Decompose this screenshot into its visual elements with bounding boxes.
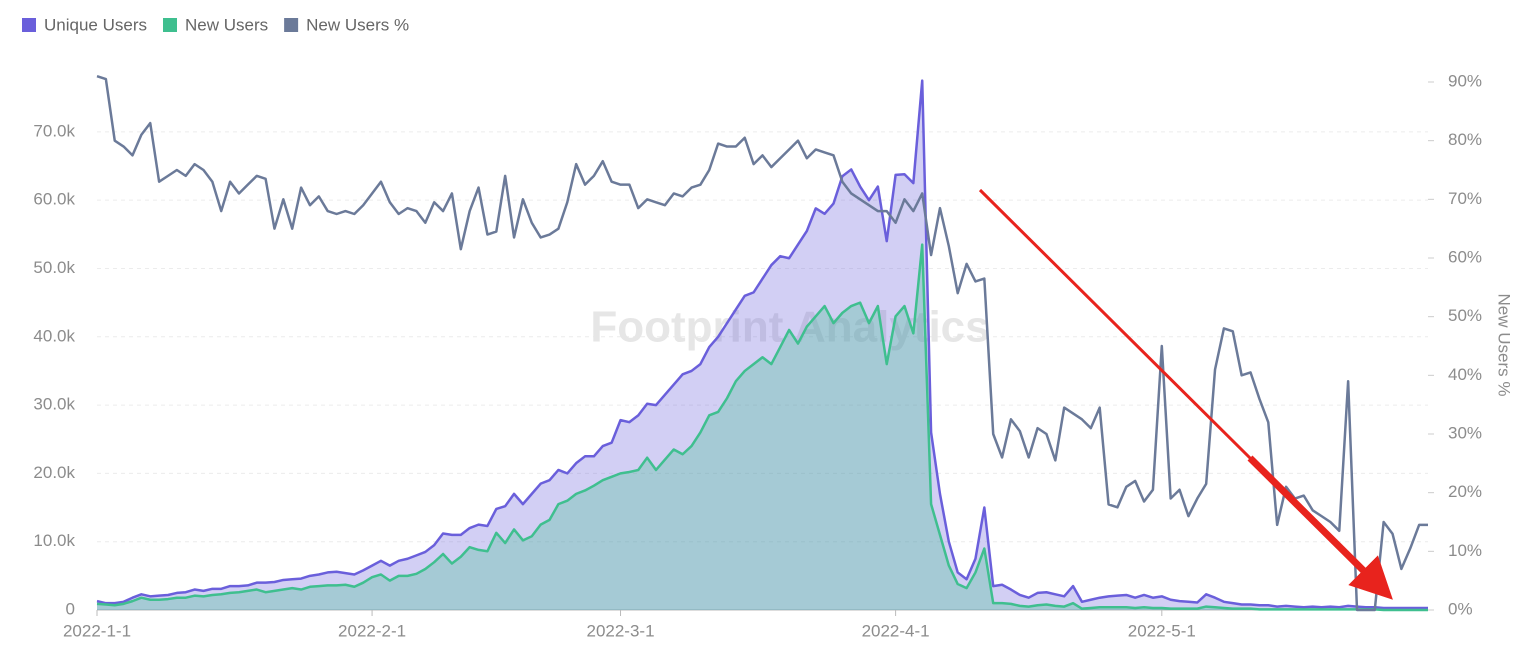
- y-tick-label: 0: [66, 599, 75, 618]
- x-tick-label: 2022-3-1: [586, 621, 654, 640]
- y2-tick-label: 60%: [1448, 247, 1482, 266]
- y2-tick-label: 10%: [1448, 541, 1482, 560]
- legend-swatch: [284, 18, 299, 32]
- line: [96, 79, 1428, 610]
- legend-swatch: [163, 18, 177, 32]
- line: [96, 243, 1428, 612]
- x-tick-label: 2022-2-1: [338, 621, 406, 640]
- y2-tick-label: 70%: [1448, 189, 1482, 208]
- plot: [96, 74, 1428, 612]
- legend-label: New Users %: [306, 15, 409, 34]
- y-tick-label: 60.0k: [33, 190, 75, 209]
- y-tick-label: 30.0k: [33, 395, 75, 414]
- area: [97, 244, 1428, 610]
- legend-label: Unique Users: [44, 15, 147, 34]
- area: [97, 80, 1428, 610]
- y2-tick-label: 40%: [1448, 365, 1482, 384]
- y2-axis-title: New Users %: [1495, 294, 1514, 397]
- y2-tick-label: 30%: [1448, 423, 1482, 442]
- y-tick-label: 40.0k: [33, 326, 75, 345]
- x-tick-label: 2022-5-1: [1128, 621, 1196, 640]
- x-tick-label: 2022-1-1: [63, 621, 131, 640]
- y-tick-label: 50.0k: [33, 258, 75, 277]
- legend-label: New Users: [185, 15, 268, 34]
- grid: 0 10.0k 20.0k 30.0k 40.0k 50.0k 60.0k 70.0k 0% 10…: [33, 71, 1482, 640]
- x-tick-label: 2022-4-1: [862, 621, 930, 640]
- line: [96, 74, 1428, 612]
- y-tick-label: 10.0k: [33, 531, 75, 550]
- y2-tick-label: 80%: [1448, 130, 1482, 149]
- y-tick-label: 70.0k: [33, 121, 75, 140]
- annotation-arrow-head: [1247, 455, 1393, 600]
- y2-tick-label: 0%: [1448, 599, 1473, 618]
- legend-swatch: [22, 18, 36, 32]
- y2-tick-label: 50%: [1448, 306, 1482, 325]
- watermark: Footprint Analytics: [590, 303, 989, 352]
- legend: Unique Users New Users New Users %: [22, 15, 409, 34]
- y2-tick-label: 20%: [1448, 482, 1482, 501]
- y-tick-label: 20.0k: [33, 463, 75, 482]
- y2-tick-label: 90%: [1448, 71, 1482, 90]
